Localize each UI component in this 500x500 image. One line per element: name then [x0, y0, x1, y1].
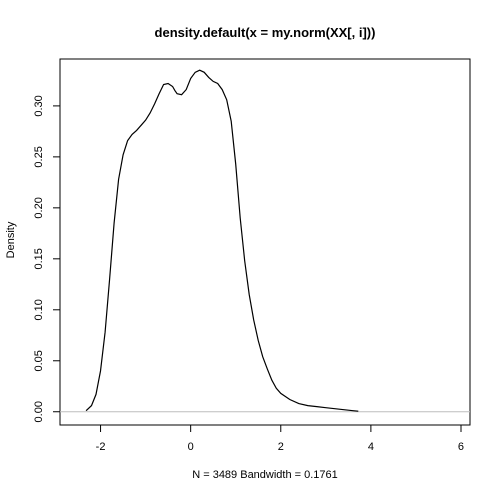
y-axis: 0.00 0.05 0.10 0.15 0.20 0.25 0.30 [33, 95, 61, 422]
plot-frame [59, 58, 471, 426]
density-curve [85, 69, 359, 412]
y-tick-label: 0.20 [33, 197, 45, 218]
x-tick-label: 6 [458, 441, 464, 453]
x-axis: -2 0 2 4 6 [96, 424, 464, 453]
y-tick-label: 0.05 [33, 350, 45, 371]
x-tick-label: 2 [278, 441, 284, 453]
y-tick-label: 0.25 [33, 146, 45, 167]
y-axis-label: Density [5, 221, 17, 258]
x-tick-label: 0 [188, 441, 194, 453]
y-tick-label: 0.30 [33, 95, 45, 116]
y-tick-label: 0.10 [33, 299, 45, 320]
chart-title: density.default(x = my.norm(XX[, i])) [155, 25, 376, 40]
x-tick-label: 4 [368, 441, 374, 453]
x-axis-label: N = 3489 Bandwidth = 0.1761 [192, 469, 338, 481]
y-tick-label: 0.00 [33, 401, 45, 422]
y-tick-label: 0.15 [33, 248, 45, 269]
x-tick-label: -2 [96, 441, 106, 453]
